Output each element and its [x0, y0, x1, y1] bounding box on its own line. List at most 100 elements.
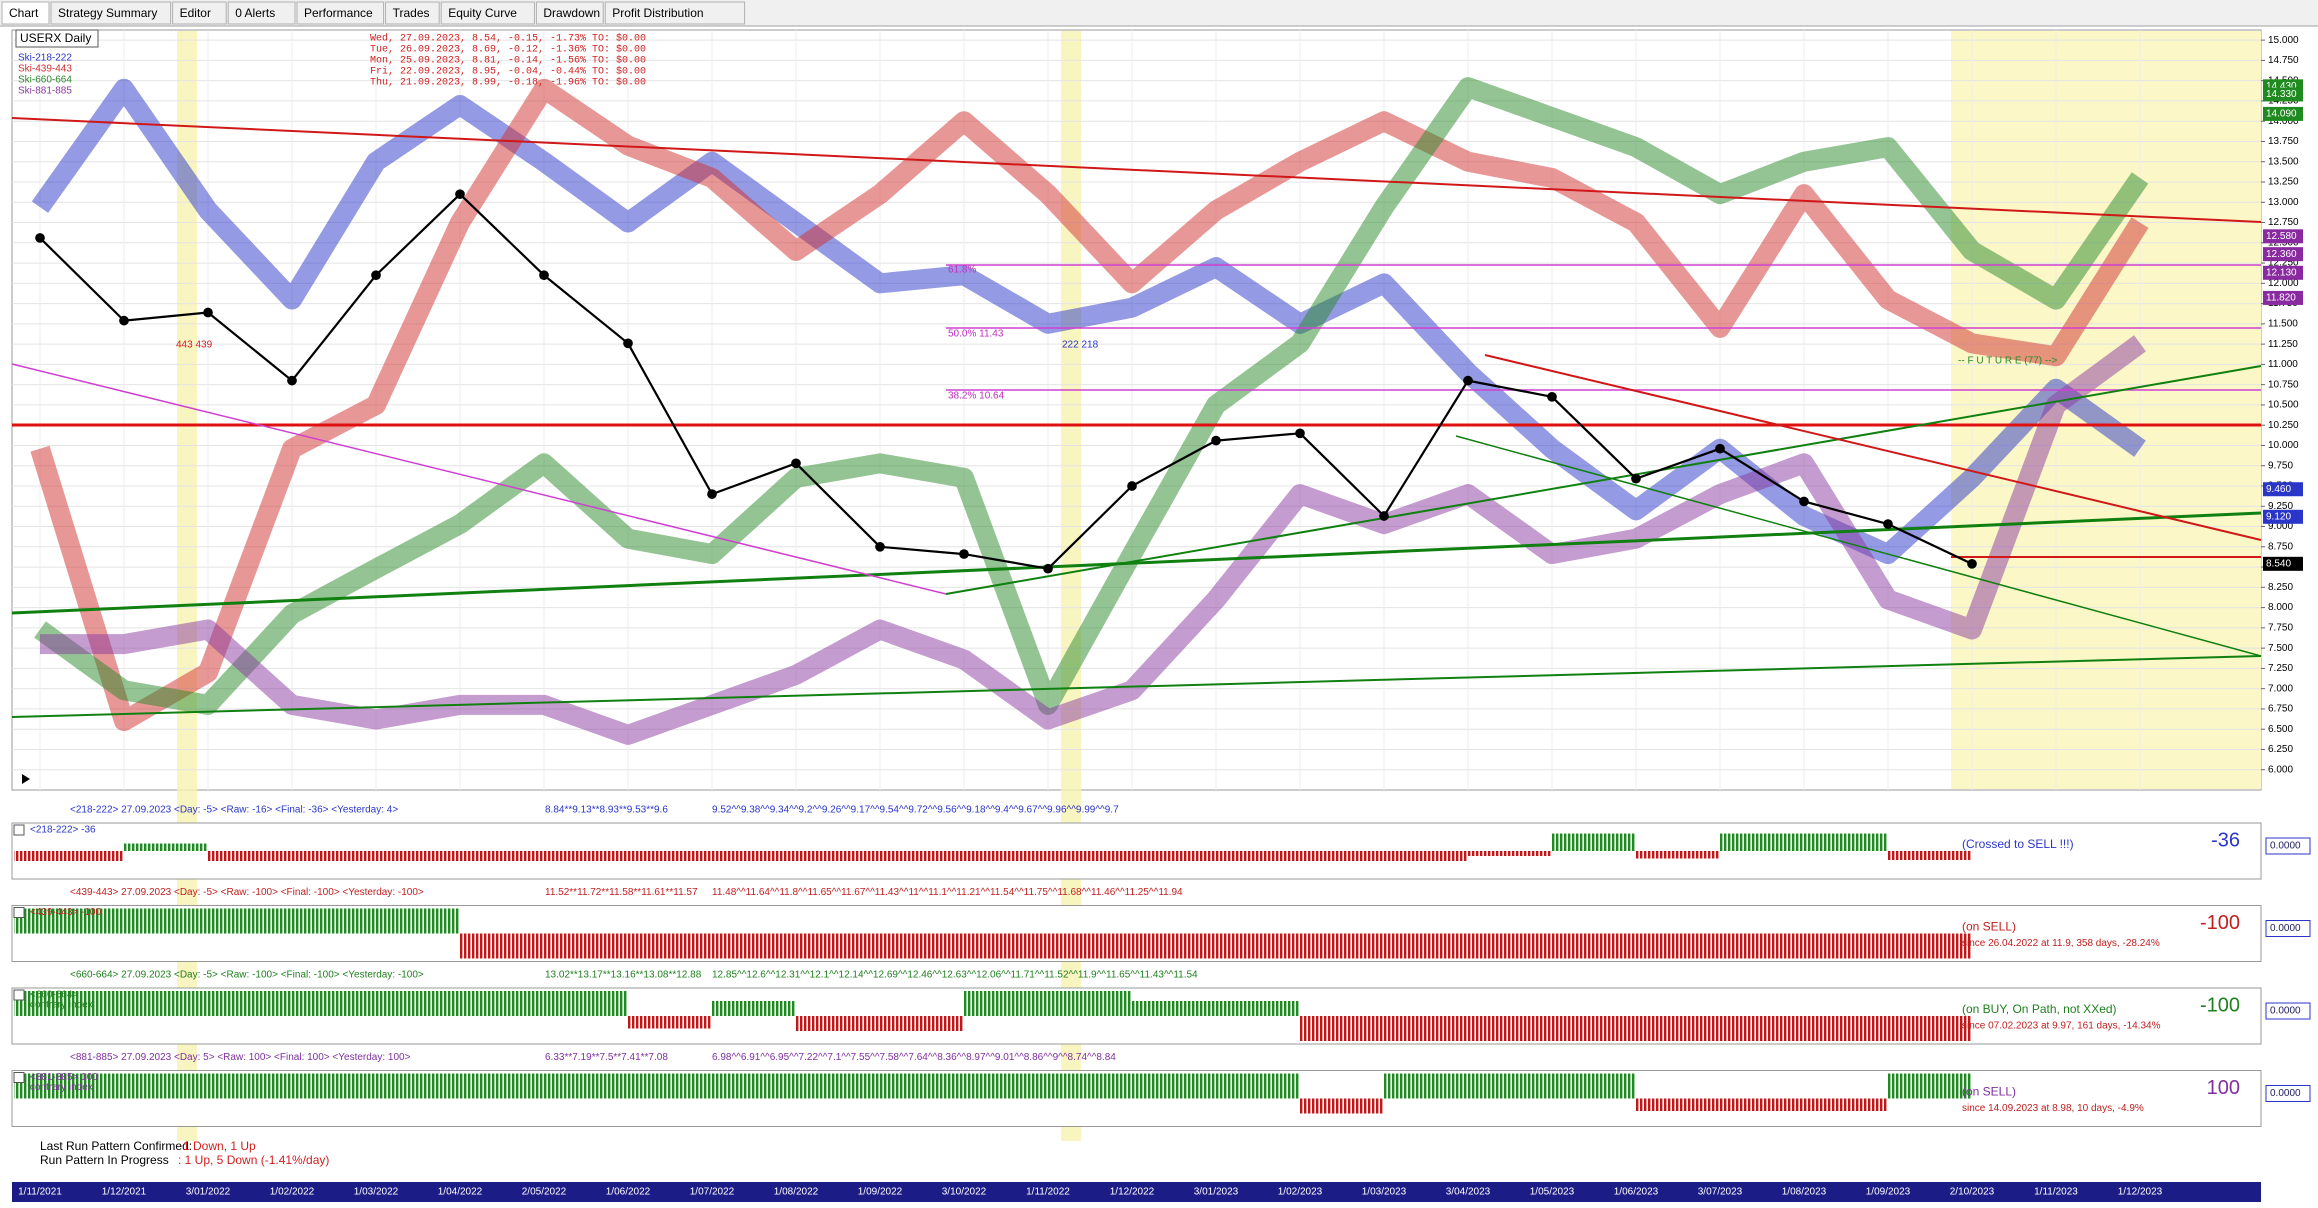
tab[interactable] [440, 1, 535, 25]
x-tick-label: 1/12/2022 [1110, 1187, 1155, 1198]
annotation: 50.0% 11.43 [948, 329, 1004, 340]
y-tick-label: 8.250 [2268, 582, 2293, 593]
tab[interactable] [50, 1, 172, 25]
y-tick-label: 12.250 [2268, 258, 2299, 269]
price-label-box [2263, 290, 2303, 305]
panel-recent-values: 13.02**13.17**13.16**13.08**12.88 [545, 970, 702, 981]
histogram-bar [124, 991, 208, 1016]
y-tick-label: 12.000 [2268, 278, 2299, 289]
x-tick-label: 1/05/2023 [1530, 1187, 1575, 1198]
x-tick-label: 1/06/2022 [606, 1187, 651, 1198]
y-tick-label: 13.000 [2268, 197, 2299, 208]
price-label-box [2263, 87, 2303, 102]
histogram-bar [376, 991, 460, 1016]
y-tick-label: 6.750 [2268, 704, 2293, 715]
x-tick-label: 1/02/2022 [270, 1187, 315, 1198]
tab-label[interactable]: Trades [393, 6, 430, 20]
panel-header: <660-664> 27.09.2023 <Day: -5> <Raw: -10… [70, 970, 424, 981]
histogram-bar [1720, 1098, 1804, 1111]
histogram-bar [796, 851, 880, 861]
title-box [15, 29, 99, 48]
histogram-bar [796, 933, 880, 959]
histogram-bar [1552, 1073, 1636, 1099]
panel-score: -36 [2211, 829, 2240, 851]
histogram-bar [1636, 851, 1720, 859]
y-tick-label: 7.500 [2268, 643, 2293, 654]
panel-header: <218-222> 27.09.2023 <Day: -5> <Raw: -16… [70, 805, 398, 816]
histogram-bar [1552, 833, 1636, 851]
histogram-bar [1048, 851, 1132, 861]
tab-label[interactable]: Strategy Summary [58, 6, 157, 20]
info-line: Wed, 27.09.2023, 8.54, -0.15, -1.73% TO:… [370, 33, 646, 45]
date-bar [12, 1182, 2261, 1202]
x-tick-label: 1/08/2022 [774, 1187, 819, 1198]
tab-label[interactable]: Chart [9, 6, 39, 20]
y-tick-label: 6.250 [2268, 744, 2293, 755]
panel-history-values: 9.52^^9.38^^9.34^^9.2^^9.26^^9.17^^9.54^… [712, 805, 1119, 816]
panel-tag-box[interactable] [13, 907, 25, 918]
legend-entry: Ski-218-222 [18, 53, 72, 64]
panel-readout-box [2265, 920, 2311, 937]
legend-entry: Ski-881-885 [18, 86, 72, 97]
histogram-bar [880, 1016, 964, 1031]
tab[interactable] [1, 1, 50, 25]
tab[interactable] [296, 1, 385, 25]
tab-label[interactable]: Drawdown [543, 6, 600, 20]
panel-recent-values: 6.33**7.19**7.5**7.41**7.08 [545, 1052, 668, 1063]
footer-value: : 1 Up, 5 Down (-1.41%/day) [178, 1153, 329, 1167]
histogram-bar [40, 908, 124, 934]
histogram-bar [712, 1001, 796, 1016]
histogram-bar [376, 851, 460, 861]
y-tick-label: 12.750 [2268, 217, 2299, 228]
panel-tag-box[interactable] [13, 824, 25, 836]
price-label: 14.430 [2266, 81, 2297, 92]
price-label-box [2263, 556, 2303, 571]
histogram-bar [460, 933, 544, 959]
tab-label[interactable]: Editor [180, 6, 211, 20]
tab[interactable] [535, 1, 604, 25]
annotation: 222 218 [1062, 340, 1099, 351]
tab-label[interactable]: Performance [304, 6, 373, 20]
panel-tag-box[interactable] [13, 1072, 25, 1083]
x-tick-label: 3/07/2023 [1698, 1187, 1743, 1198]
tab-label[interactable]: 0 Alerts [235, 6, 275, 20]
histogram-bar [712, 933, 796, 959]
histogram-bar [1888, 851, 1972, 860]
tab-label[interactable]: Profit Distribution [612, 6, 703, 20]
x-tick-label: 1/08/2023 [1782, 1187, 1827, 1198]
histogram-bar [1468, 851, 1552, 856]
tab[interactable] [227, 1, 296, 25]
panel-recent-values: 11.52**11.72**11.58**11.61**11.57 [545, 887, 698, 898]
panel-history-values: 12.85^^12.6^^12.31^^12.1^^12.14^^12.69^^… [712, 970, 1198, 981]
histogram-bar [376, 908, 460, 934]
panel-header: <439-443> 27.09.2023 <Day: -5> <Raw: -10… [70, 887, 424, 898]
date-labels: 1/11/2021 1/12/2021 3/01/2022 1/02/2022 1/03… [18, 1187, 2163, 1198]
tab[interactable] [172, 1, 227, 25]
panel-tag-box[interactable] [13, 989, 25, 1001]
histogram-bar [1216, 1001, 1300, 1016]
legend-entry: Ski-660-664 [18, 75, 72, 86]
x-tick-label: 2/05/2022 [522, 1187, 567, 1198]
tab[interactable] [604, 1, 746, 25]
y-tick-label: 9.250 [2268, 501, 2293, 512]
price-label: 8.540 [2266, 558, 2291, 569]
histogram-bar [1888, 933, 1972, 959]
footer-label: Run Pattern In Progress [40, 1153, 169, 1167]
histogram-bar [1636, 1098, 1720, 1111]
histogram-bar [1468, 1073, 1552, 1099]
histogram-bar [124, 908, 208, 934]
indicator-panels: <218-222> 27.09.2023 <Day: -5> <Raw: -16… [11, 805, 2311, 1127]
tab[interactable] [385, 1, 440, 25]
histogram-bar [544, 851, 628, 861]
price-lines [35, 189, 1977, 574]
panel-score: -100 [2200, 994, 2240, 1016]
tab-label[interactable]: Equity Curve [448, 6, 517, 20]
legend-entry: Ski-439-443 [18, 64, 72, 75]
histogram-bar [1300, 1016, 1384, 1041]
panel-readout-box [2265, 1002, 2311, 1020]
histogram-bar [40, 851, 124, 861]
y-tick-label: 10.500 [2268, 400, 2299, 411]
price-label: 12.360 [2266, 249, 2297, 260]
scroll-arrow[interactable] [22, 774, 30, 784]
